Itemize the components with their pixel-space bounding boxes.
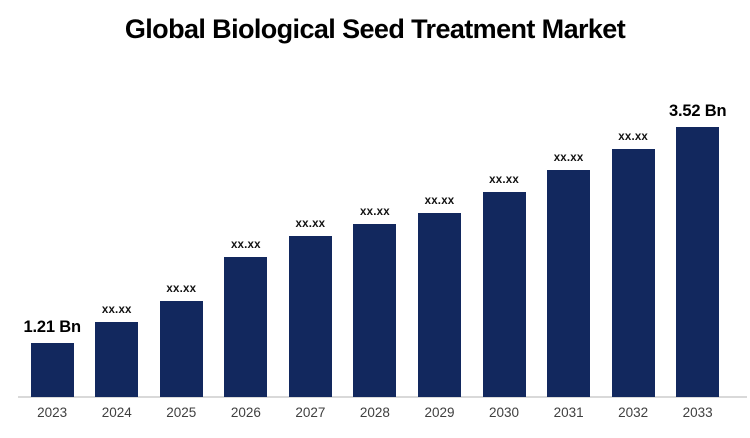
x-axis-tick-2032: 2032 — [618, 405, 649, 420]
x-axis-tick-2023: 2023 — [37, 405, 68, 420]
bar-value-label-2025: xx.xx — [166, 283, 197, 295]
bar-value-label-2024: xx.xx — [101, 304, 132, 316]
bar-2032 — [611, 149, 655, 397]
chart-title: Global Biological Seed Treatment Market — [124, 14, 626, 44]
x-axis-tick-2030: 2030 — [489, 405, 520, 420]
x-axis-tick-2024: 2024 — [101, 405, 132, 420]
x-axis-line — [18, 396, 747, 398]
bar-2028 — [353, 224, 397, 397]
x-axis-tick-2029: 2029 — [424, 405, 455, 420]
bar-value-label-2033: 3.52 Bn — [669, 102, 727, 120]
x-axis-tick-2031: 2031 — [553, 405, 584, 420]
bar-2024 — [95, 322, 139, 397]
bar-value-label-2029: xx.xx — [424, 195, 455, 207]
bar-2023 — [30, 343, 74, 397]
bar-2029 — [418, 213, 461, 397]
x-axis-tick-2028: 2028 — [359, 405, 390, 420]
bar-2026 — [224, 257, 268, 397]
bar-value-label-2032: xx.xx — [618, 131, 649, 143]
bar-2033 — [676, 127, 720, 397]
bar-2025 — [159, 301, 203, 397]
bar-value-label-2026: xx.xx — [230, 239, 261, 251]
bar-2031 — [547, 170, 591, 397]
x-axis-tick-2027: 2027 — [295, 405, 326, 420]
bar-value-label-2030: xx.xx — [489, 174, 519, 186]
bar-2027 — [288, 236, 332, 397]
bar-value-label-2031: xx.xx — [553, 152, 584, 164]
x-axis-tick-2026: 2026 — [230, 405, 261, 420]
bar-value-label-2023: 1.21 Bn — [23, 318, 81, 336]
bar-value-label-2027: xx.xx — [295, 218, 326, 230]
x-axis-tick-2033: 2033 — [682, 405, 713, 420]
bar-2030 — [482, 192, 526, 397]
bar-value-label-2028: xx.xx — [360, 206, 390, 218]
x-axis-tick-2025: 2025 — [166, 405, 197, 420]
